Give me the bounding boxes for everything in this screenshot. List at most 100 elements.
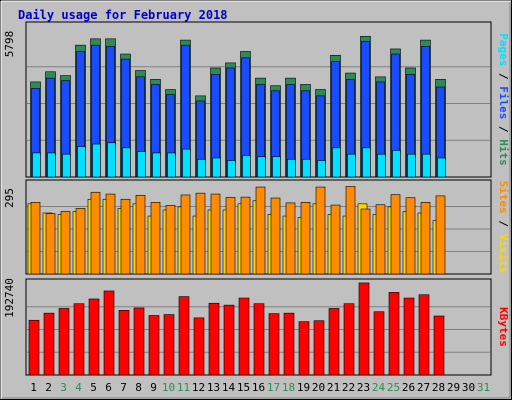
bar-pages-day-6 [107,142,116,178]
x-tick-label-day-2: 2 [45,381,52,394]
bar-sites-day-14 [225,197,236,275]
x-tick-label-day-13: 13 [207,381,220,394]
bar-kbytes-day-26 [403,297,415,376]
bar-sites-day-16 [255,186,266,275]
ylabel-separator: / [497,66,510,86]
x-tick-label-day-1: 1 [30,381,37,394]
bar-sites-day-9 [150,202,161,275]
bar-sites-day-12 [195,192,206,275]
bar-pages-day-20 [317,160,326,178]
panel-2: 295 [3,179,492,275]
bar-pages-day-7 [122,147,131,178]
bar-sites-day-4 [75,208,86,275]
bar-sites-day-7 [120,198,131,275]
bar-sites-day-1 [30,202,41,275]
x-tick-label-day-3: 3 [60,381,67,394]
bar-pages-day-23 [362,147,371,178]
panel-3-ylabel: KBytes [497,307,510,347]
bar-kbytes-day-9 [148,315,160,376]
bar-pages-day-21 [332,147,341,178]
panel-1-ylabel: Pages / Files / Hits [497,33,510,166]
bar-kbytes-day-1 [28,319,40,376]
bar-sites-day-20 [315,186,326,275]
bar-kbytes-day-17 [268,313,280,376]
bar-kbytes-day-28 [433,315,445,376]
bar-sites-day-19 [300,202,311,275]
bar-kbytes-day-12 [193,317,205,376]
bar-kbytes-day-6 [103,290,115,376]
ylabel-part-sites: Sites [497,181,510,214]
bar-kbytes-day-8 [133,307,145,376]
bar-pages-day-8 [137,151,146,178]
bar-kbytes-day-7 [118,310,130,376]
bar-kbytes-day-10 [163,314,175,376]
bar-kbytes-day-13 [208,302,220,376]
x-tick-label-day-18: 18 [282,381,295,394]
ylabel-part-pages: Pages [497,33,510,66]
x-tick-label-day-10: 10 [162,381,175,394]
bar-sites-day-18 [285,202,296,275]
bar-kbytes-day-18 [283,312,295,376]
x-tick-label-day-27: 27 [417,381,430,394]
bar-kbytes-day-11 [178,296,190,376]
x-tick-label-day-17: 17 [267,381,280,394]
x-tick-label-day-15: 15 [237,381,250,394]
bar-sites-day-28 [435,195,446,275]
bar-sites-day-6 [105,193,116,275]
bar-kbytes-day-2 [43,312,55,376]
bar-kbytes-day-19 [298,321,310,376]
bar-sites-day-25 [390,194,401,275]
chart-title: Daily usage for February 2018 [18,8,228,22]
bar-sites-day-22 [345,186,356,275]
x-tick-label-day-5: 5 [90,381,97,394]
bar-pages-day-14 [227,160,236,178]
panel-1: 5798 [3,21,492,178]
x-tick-label-day-31: 31 [477,381,490,394]
bar-sites-day-15 [240,196,251,275]
bar-sites-day-11 [180,194,191,275]
x-tick-label-day-8: 8 [135,381,142,394]
ylabel-separator: / [497,214,510,234]
bar-pages-day-11 [182,148,191,178]
bar-kbytes-day-23 [358,282,370,376]
x-tick-label-day-14: 14 [222,381,236,394]
bar-pages-day-10 [167,152,176,178]
bar-kbytes-day-4 [73,303,85,376]
bar-kbytes-day-24 [373,311,385,376]
bar-sites-day-21 [330,204,341,275]
x-tick-label-day-9: 9 [150,381,157,394]
bar-pages-day-24 [377,153,386,178]
bar-pages-day-4 [77,146,86,178]
bar-pages-day-2 [47,152,56,178]
bar-kbytes-day-22 [343,303,355,376]
panel-2-ymax-label: 295 [3,188,16,208]
bar-kbytes-day-15 [238,297,250,376]
bar-kbytes-day-5 [88,298,100,376]
ylabel-part-files: Files [497,86,510,119]
bar-sites-day-10 [165,205,176,275]
ylabel-part-visits: Visits [497,234,510,274]
bar-pages-day-13 [212,157,221,178]
x-tick-label-day-6: 6 [105,381,112,394]
x-tick-label-day-16: 16 [252,381,265,394]
bar-kbytes-day-21 [328,308,340,376]
bar-kbytes-day-16 [253,303,265,376]
ylabel-part-hits: Hits [497,139,510,166]
x-tick-label-day-21: 21 [327,381,340,394]
panel-1-ymax-label: 5798 [3,31,16,58]
bar-pages-day-26 [407,153,416,178]
x-tick-label-day-30: 30 [462,381,475,394]
bar-pages-day-1 [32,152,41,178]
bar-pages-day-5 [92,143,101,178]
bar-kbytes-day-14 [223,304,235,376]
x-tick-label-day-25: 25 [387,381,400,394]
bar-pages-day-27 [422,153,431,178]
x-tick-label-day-29: 29 [447,381,460,394]
x-tick-label-day-22: 22 [342,381,355,394]
panel-2-ylabel: Sites / Visits [497,181,510,274]
bar-kbytes-day-27 [418,294,430,376]
bar-pages-day-17 [272,156,281,178]
bar-sites-day-23 [360,208,371,275]
bar-kbytes-day-20 [313,320,325,376]
